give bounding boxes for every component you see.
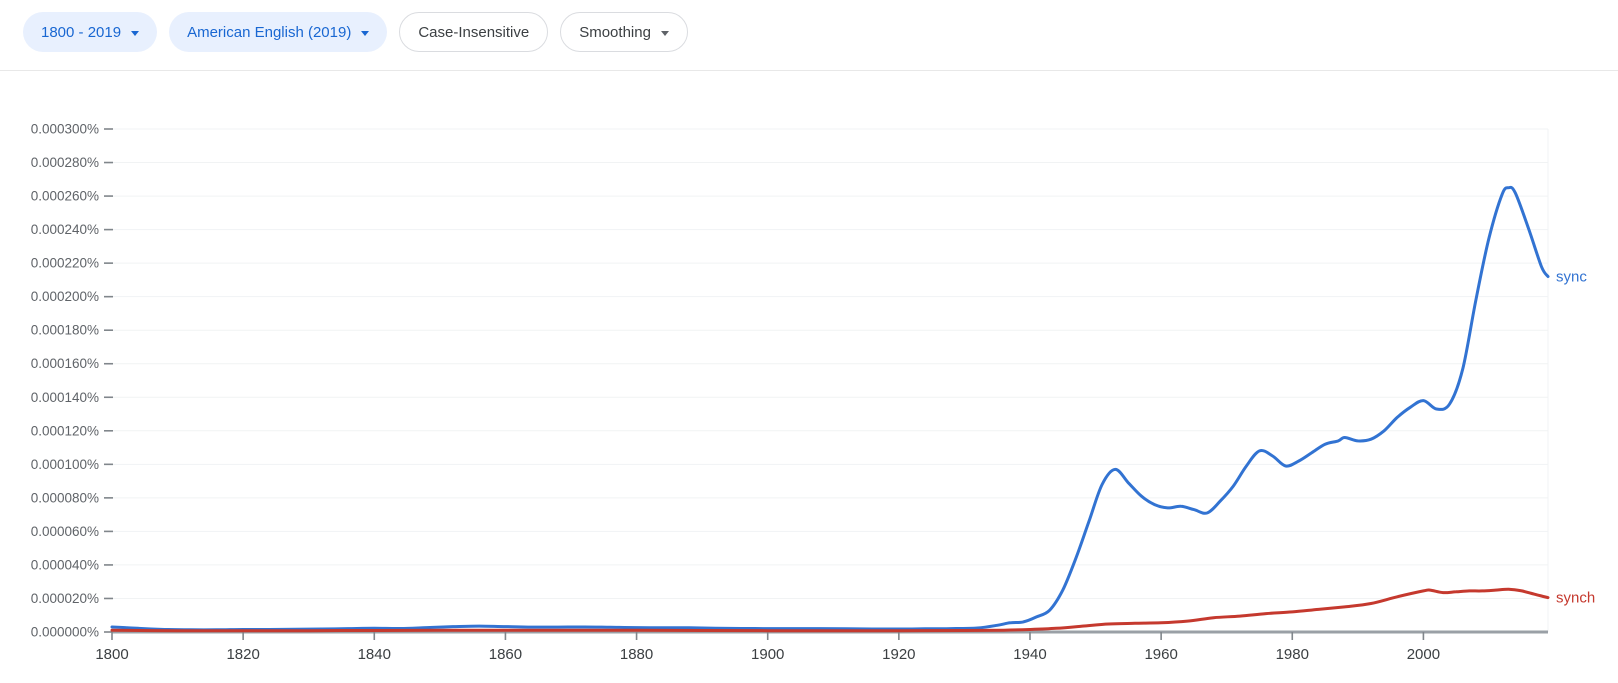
year-range-chip[interactable]: 1800 - 2019 [23, 12, 158, 52]
corpus-chip[interactable]: American English (2019) [169, 12, 388, 52]
series-line-sync[interactable] [110, 185, 1550, 632]
toolbar-divider [0, 70, 1618, 71]
series-label-sync[interactable]: sync [1556, 269, 1587, 286]
x-tick-label: 1840 [358, 646, 391, 663]
y-tick-label: 0.000260% [31, 189, 99, 204]
y-tick-label: 0.000200% [31, 289, 99, 304]
series-line-synch[interactable] [110, 587, 1550, 633]
y-tick-label: 0.000160% [31, 356, 99, 371]
x-tick-label: 2000 [1407, 646, 1440, 663]
chevron-down-icon [361, 30, 370, 36]
y-tick-label: 0.000220% [31, 256, 99, 271]
y-tick-label: 0.000000% [31, 625, 99, 640]
y-tick-label: 0.000280% [31, 155, 99, 170]
x-tick-label: 1940 [1013, 646, 1046, 663]
smoothing-label: Smoothing [579, 23, 651, 41]
year-range-label: 1800 - 2019 [41, 23, 122, 41]
y-tick-label: 0.000040% [31, 557, 99, 572]
y-tick-label: 0.000300% [31, 122, 99, 137]
y-tick-label: 0.000240% [31, 222, 99, 237]
chart-toolbar: 1800 - 2019 American English (2019) Case… [23, 12, 688, 52]
x-tick-label: 1820 [226, 646, 259, 663]
y-tick-label: 0.000080% [31, 490, 99, 505]
series-label-synch[interactable]: synch [1556, 590, 1595, 607]
y-tick-label: 0.000140% [31, 390, 99, 405]
y-tick-label: 0.000060% [31, 524, 99, 539]
case-sensitivity-label: Case-Insensitive [418, 23, 530, 41]
corpus-label: American English (2019) [187, 23, 352, 41]
y-tick-label: 0.000020% [31, 591, 99, 606]
x-tick-label: 1920 [882, 646, 915, 663]
chevron-down-icon [131, 30, 140, 36]
x-tick-label: 1800 [95, 646, 128, 663]
y-tick-label: 0.000100% [31, 457, 99, 472]
case-sensitivity-chip[interactable]: Case-Insensitive [399, 12, 549, 52]
x-tick-label: 1880 [620, 646, 653, 663]
x-tick-label: 1980 [1276, 646, 1309, 663]
smoothing-chip[interactable]: Smoothing [560, 12, 688, 52]
y-tick-label: 0.000120% [31, 423, 99, 438]
x-tick-label: 1960 [1144, 646, 1177, 663]
x-tick-label: 1900 [751, 646, 784, 663]
y-tick-label: 0.000180% [31, 323, 99, 338]
chevron-down-icon [660, 30, 669, 36]
x-tick-label: 1860 [489, 646, 522, 663]
